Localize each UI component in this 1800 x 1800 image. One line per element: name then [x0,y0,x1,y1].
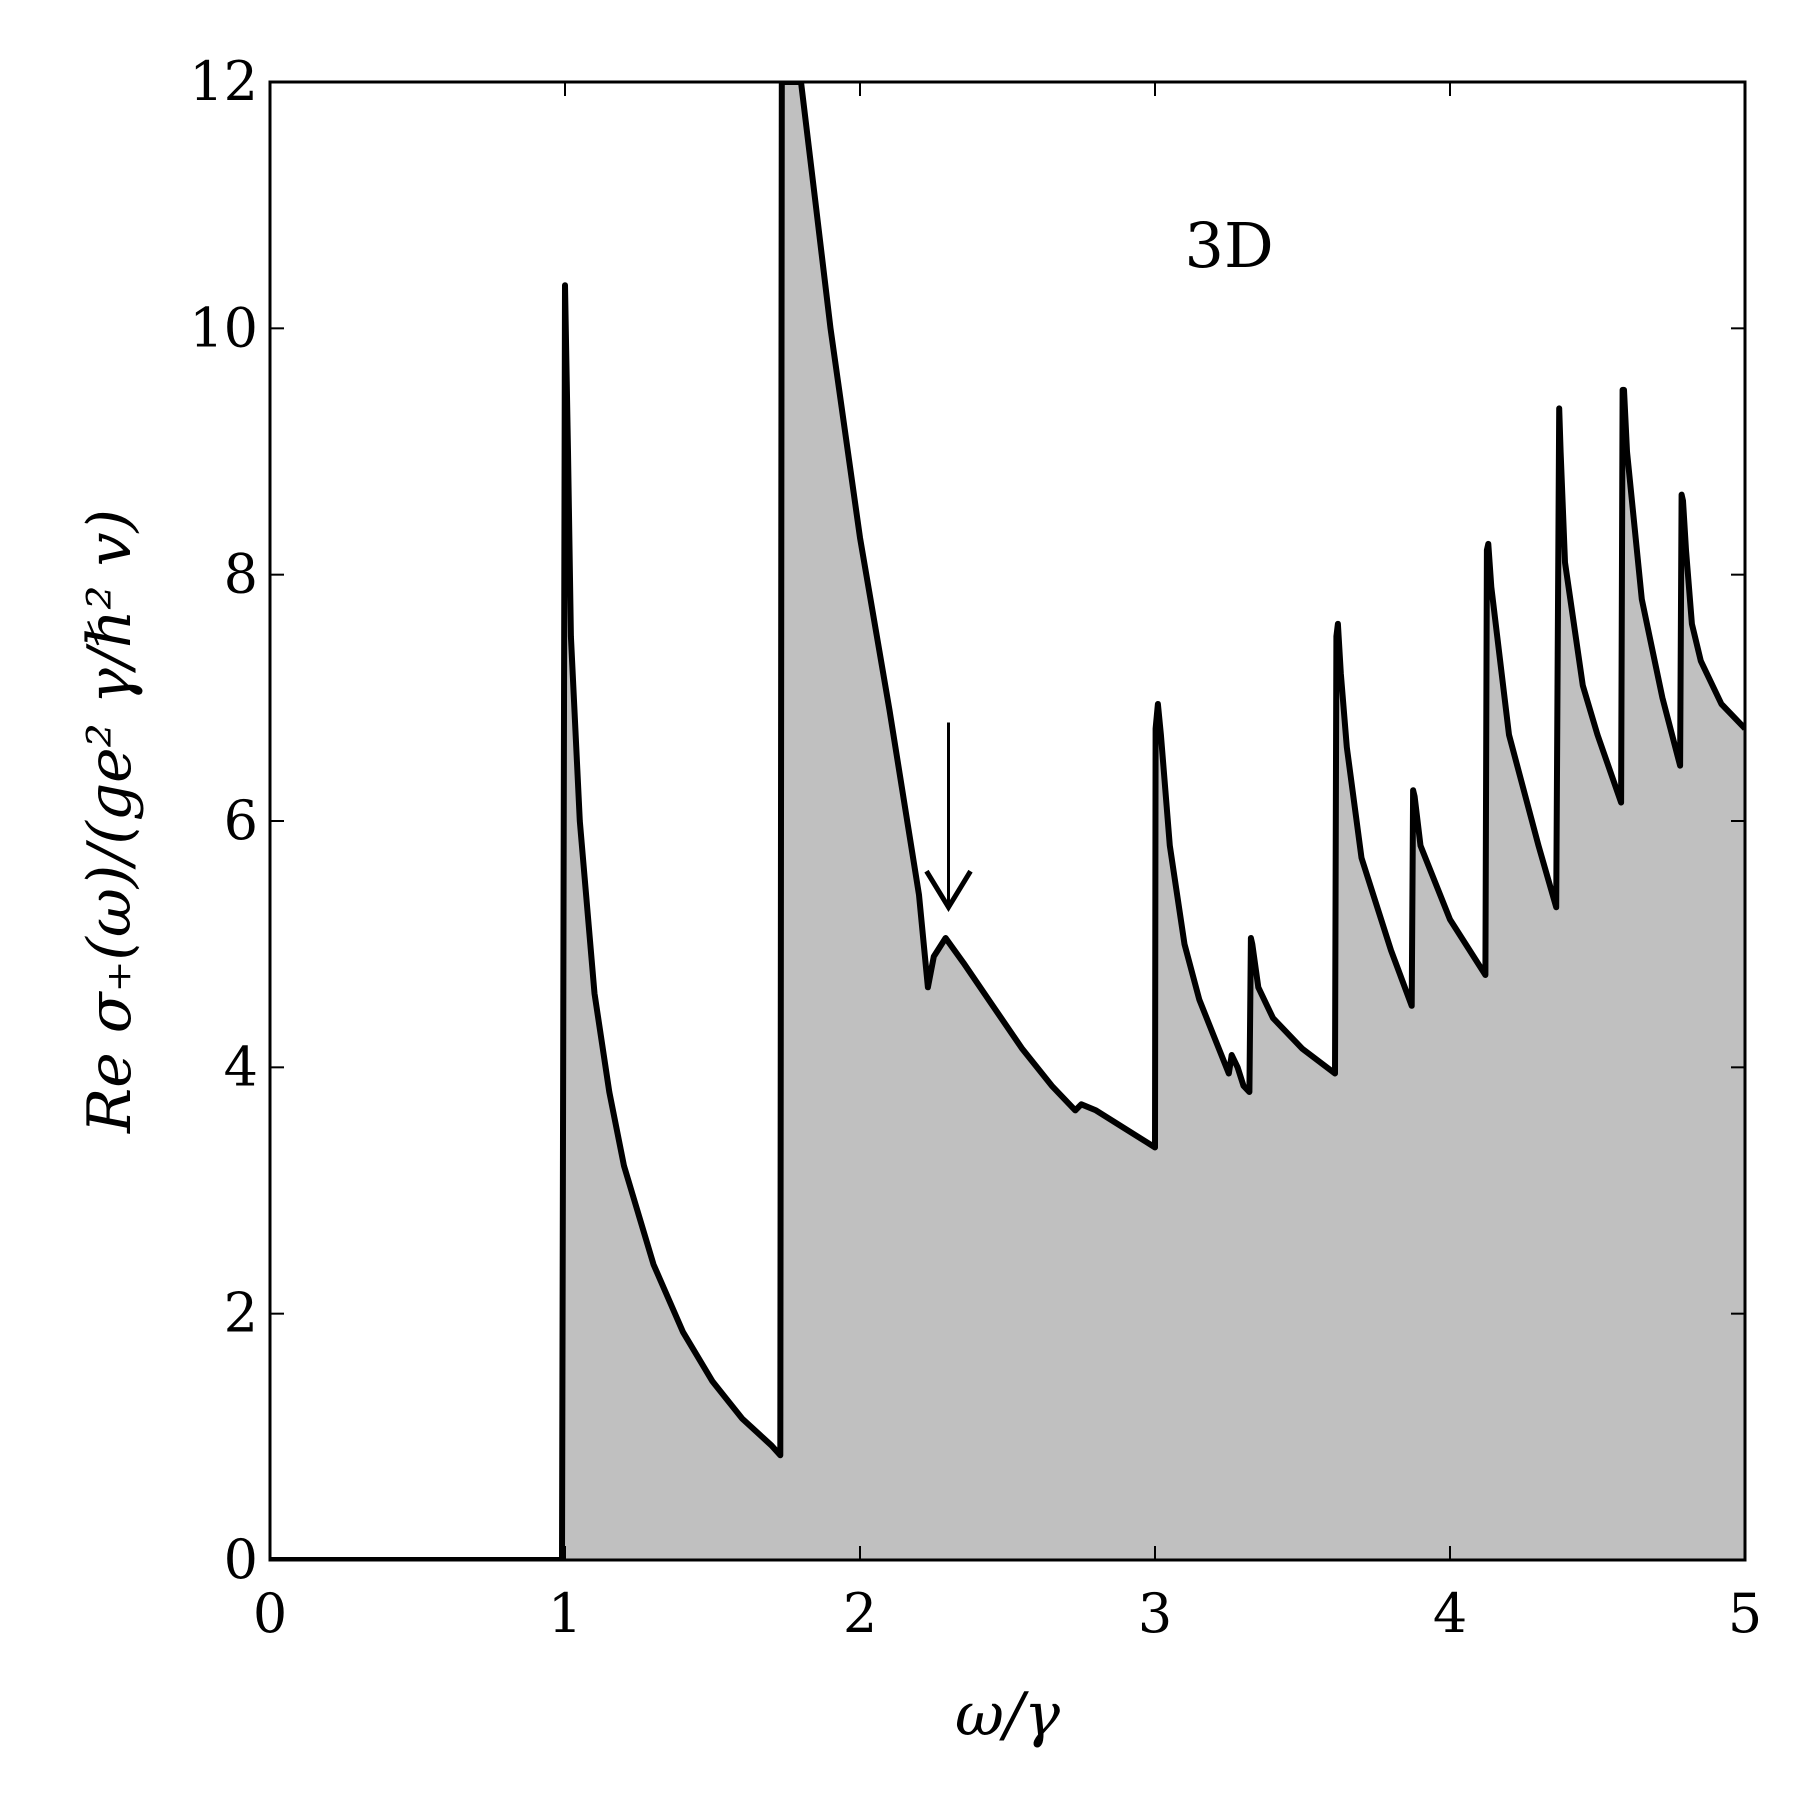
x-tick-label: 5 [1728,1582,1762,1645]
annotation-layer: 3D [924,209,1274,913]
y-tick-label: 0 [224,1528,258,1591]
series-line-layer [270,82,1745,1560]
y-axis-label: Re σ₊(ω)/(ge² γ/ℏ² v) [75,509,145,1134]
x-axis-label: ω/γ [955,1680,1060,1750]
y-tick-label: 4 [224,1035,258,1098]
y-tick-label: 6 [224,789,258,852]
area-fill [562,82,1745,1560]
x-tick-label: 4 [1433,1582,1467,1645]
area-fill-layer [562,82,1745,1560]
series-line [270,82,1745,1560]
y-tick-label: 2 [224,1282,258,1345]
x-tick-label: 2 [843,1582,877,1645]
x-tick-label: 1 [548,1582,582,1645]
x-tick-label: 3 [1138,1582,1172,1645]
arrow-head [924,869,973,913]
y-tick-label: 8 [224,543,258,606]
y-tick-label: 10 [189,296,258,359]
y-tick-label: 12 [189,50,258,113]
x-tick-label: 0 [253,1582,287,1645]
plot-frame [268,80,1747,1562]
annotation-3d-label: 3D [1185,209,1274,282]
